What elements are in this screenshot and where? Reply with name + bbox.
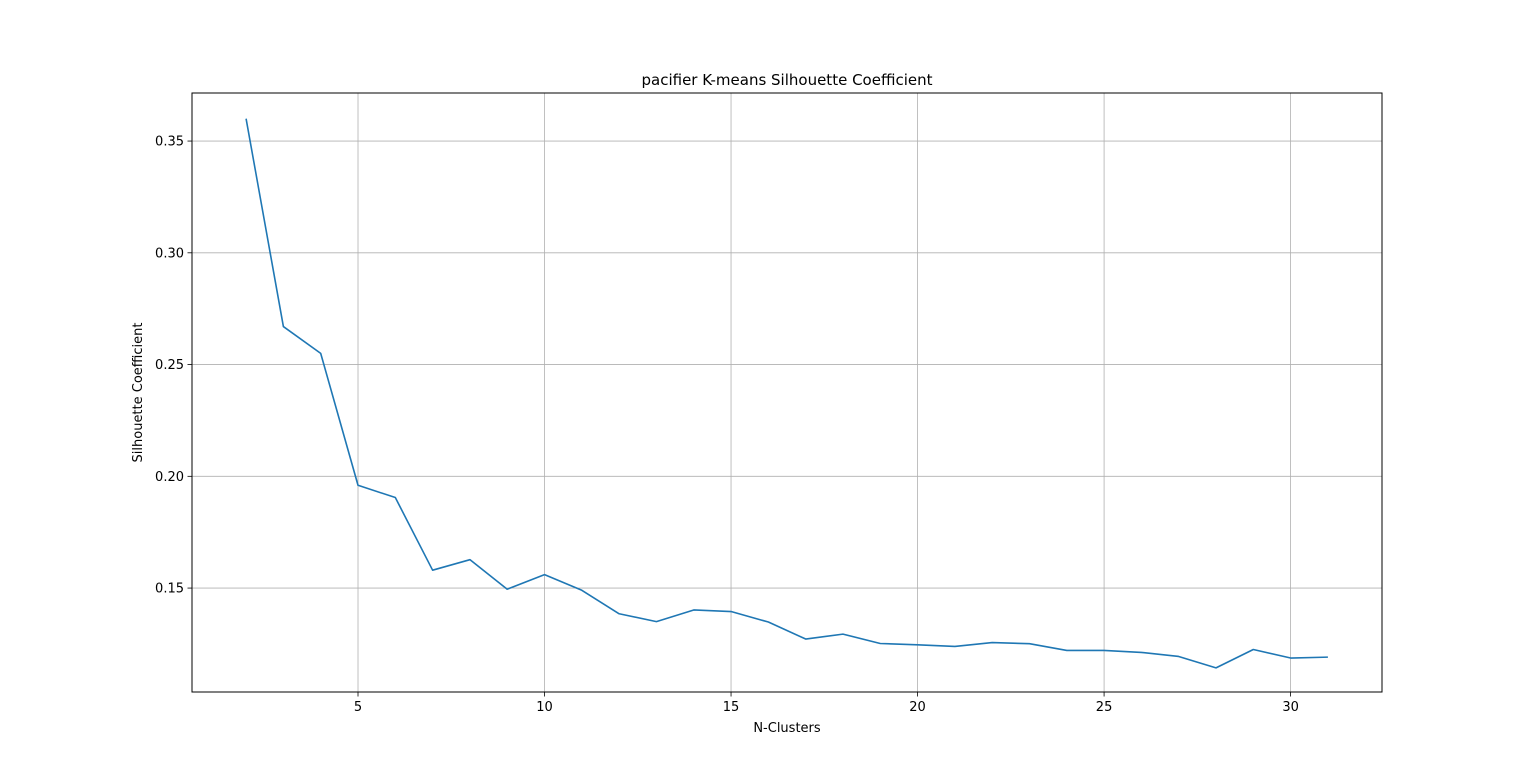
y-axis-label: Silhouette Coefficient bbox=[131, 323, 146, 463]
x-tick-label: 5 bbox=[354, 700, 362, 715]
y-tick-label: 0.25 bbox=[155, 358, 184, 373]
x-axis-label: N-Clusters bbox=[753, 721, 821, 736]
y-tick-label: 0.15 bbox=[155, 582, 184, 597]
y-tick-label: 0.30 bbox=[155, 246, 184, 261]
y-tick-label: 0.20 bbox=[155, 470, 184, 485]
x-tick-label: 15 bbox=[723, 700, 740, 715]
x-tick-label: 20 bbox=[909, 700, 926, 715]
chart-title: pacifier K-means Silhouette Coefficient bbox=[642, 71, 933, 89]
x-tick-label: 30 bbox=[1282, 700, 1299, 715]
y-tick-label: 0.35 bbox=[155, 135, 184, 150]
x-tick-label: 25 bbox=[1096, 700, 1113, 715]
x-tick-label: 10 bbox=[536, 700, 553, 715]
